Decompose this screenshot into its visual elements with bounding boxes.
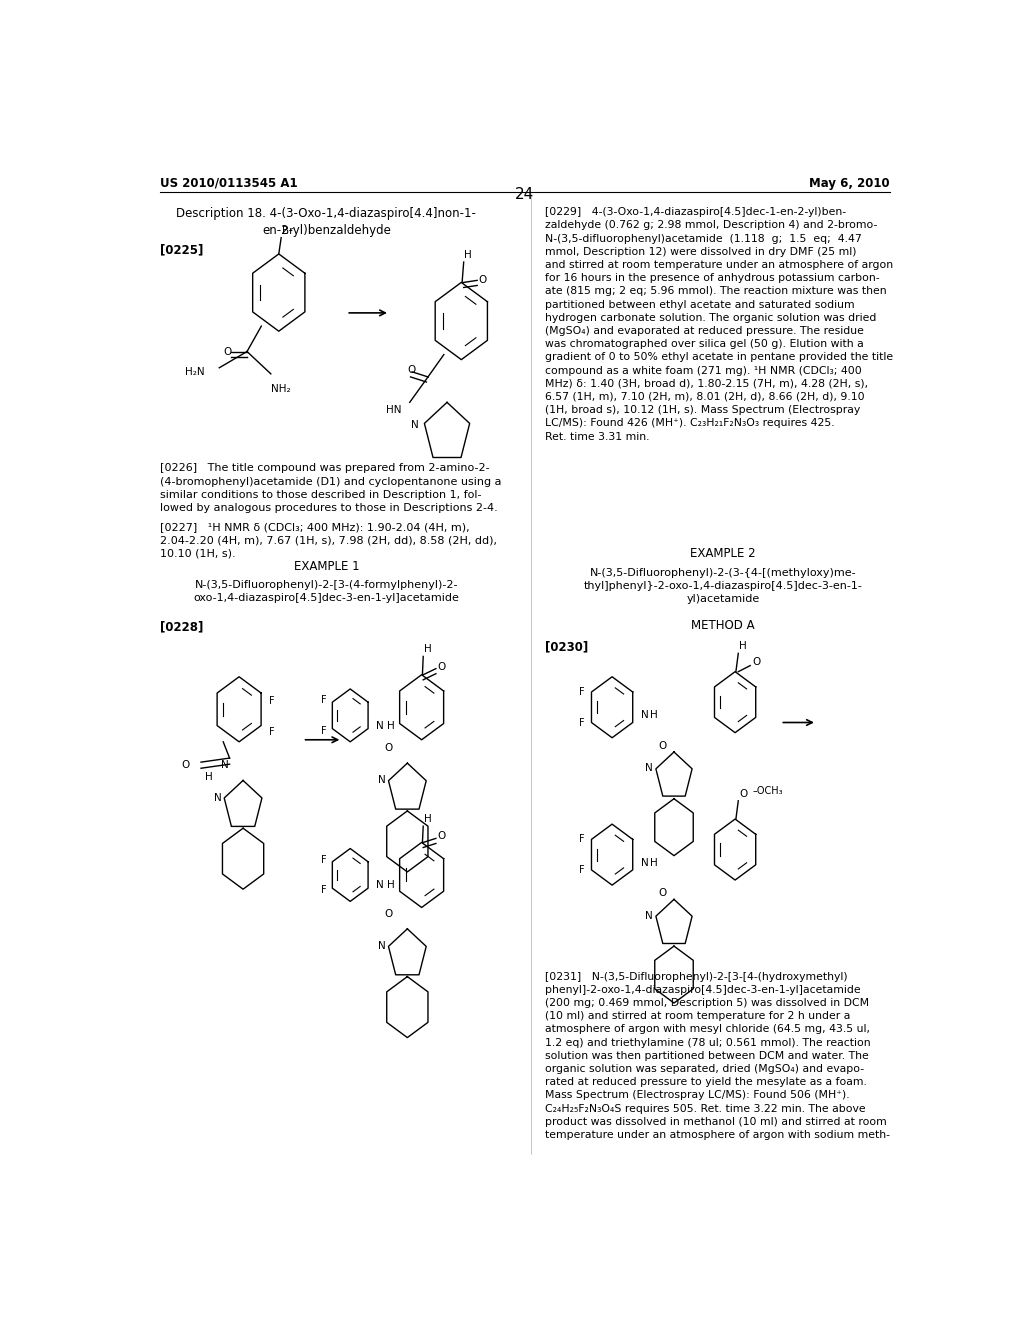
Text: O: O — [658, 741, 667, 751]
Text: NH₂: NH₂ — [270, 384, 291, 395]
Text: [0225]: [0225] — [160, 244, 203, 257]
Text: METHOD A: METHOD A — [691, 619, 755, 632]
Text: N-(3,5-Difluorophenyl)-2-[3-(4-formylphenyl)-2-
oxo-1,4-diazaspiro[4.5]dec-3-en-: N-(3,5-Difluorophenyl)-2-[3-(4-formylphe… — [194, 581, 460, 603]
Text: F: F — [579, 834, 585, 845]
Text: O: O — [479, 276, 487, 285]
Text: [0226]   The title compound was prepared from 2-amino-2-
(4-bromophenyl)acetamid: [0226] The title compound was prepared f… — [160, 463, 501, 513]
Text: Description 18. 4-(3-Oxo-1,4-diazaspiro[4.4]non-1-
en-2-yl)benzaldehyde: Description 18. 4-(3-Oxo-1,4-diazaspiro[… — [176, 207, 476, 238]
Text: F: F — [321, 726, 327, 735]
Text: [0230]: [0230] — [545, 640, 588, 653]
Text: F: F — [579, 686, 585, 697]
Text: EXAMPLE 1: EXAMPLE 1 — [294, 560, 359, 573]
Text: 24: 24 — [515, 187, 535, 202]
Text: [0229]   4-(3-Oxo-1,4-diazaspiro[4.5]dec-1-en-2-yl)ben-
zaldehyde (0.762 g; 2.98: [0229] 4-(3-Oxo-1,4-diazaspiro[4.5]dec-1… — [545, 207, 893, 442]
Text: F: F — [321, 855, 327, 865]
Text: N: N — [378, 775, 386, 785]
Text: H: H — [205, 772, 213, 783]
Text: N: N — [645, 763, 652, 774]
Text: O: O — [437, 661, 445, 672]
Text: H: H — [424, 644, 432, 655]
Text: H: H — [424, 814, 432, 824]
Text: [0231]   N-(3,5-Difluorophenyl)-2-[3-[4-(hydroxymethyl)
phenyl]-2-oxo-1,4-diazas: [0231] N-(3,5-Difluorophenyl)-2-[3-[4-(h… — [545, 972, 890, 1140]
Text: H₂N: H₂N — [185, 367, 205, 376]
Text: May 6, 2010: May 6, 2010 — [809, 177, 890, 190]
Text: F: F — [579, 718, 585, 727]
Text: O: O — [437, 832, 445, 841]
Text: N: N — [378, 941, 386, 952]
Text: O: O — [739, 789, 748, 799]
Text: F: F — [579, 865, 585, 875]
Text: F: F — [321, 886, 327, 895]
Text: H: H — [387, 880, 394, 890]
Text: EXAMPLE 2: EXAMPLE 2 — [690, 546, 756, 560]
Text: N: N — [214, 793, 221, 803]
Text: N: N — [641, 710, 648, 721]
Text: H: H — [650, 710, 658, 721]
Text: N: N — [641, 858, 648, 867]
Text: N: N — [377, 880, 384, 890]
Text: N: N — [377, 721, 384, 730]
Text: O: O — [384, 743, 392, 752]
Text: –OCH₃: –OCH₃ — [753, 785, 783, 796]
Text: US 2010/0113545 A1: US 2010/0113545 A1 — [160, 177, 297, 190]
Text: N: N — [221, 760, 228, 770]
Text: O: O — [408, 364, 416, 375]
Text: O: O — [223, 347, 231, 356]
Text: H: H — [739, 642, 746, 651]
Text: [0227]   ¹H NMR δ (CDCl₃; 400 MHz): 1.90-2.04 (4H, m),
2.04-2.20 (4H, m), 7.67 (: [0227] ¹H NMR δ (CDCl₃; 400 MHz): 1.90-2… — [160, 523, 497, 558]
Text: N: N — [645, 911, 652, 920]
Text: F: F — [269, 726, 274, 737]
Text: H: H — [650, 858, 658, 867]
Text: N-(3,5-Difluorophenyl)-2-(3-{4-[(methyloxy)me-
thyl]phenyl}-2-oxo-1,4-diazaspiro: N-(3,5-Difluorophenyl)-2-(3-{4-[(methylo… — [584, 568, 862, 605]
Text: HN: HN — [386, 405, 401, 416]
Text: Br: Br — [282, 226, 294, 236]
Text: O: O — [181, 760, 189, 770]
Text: F: F — [269, 696, 274, 706]
Text: O: O — [658, 888, 667, 898]
Text: [0228]: [0228] — [160, 620, 203, 634]
Text: O: O — [384, 908, 392, 919]
Text: H: H — [464, 249, 471, 260]
Text: F: F — [321, 696, 327, 705]
Text: H: H — [387, 721, 394, 730]
Text: O: O — [753, 656, 761, 667]
Text: N: N — [412, 420, 419, 430]
